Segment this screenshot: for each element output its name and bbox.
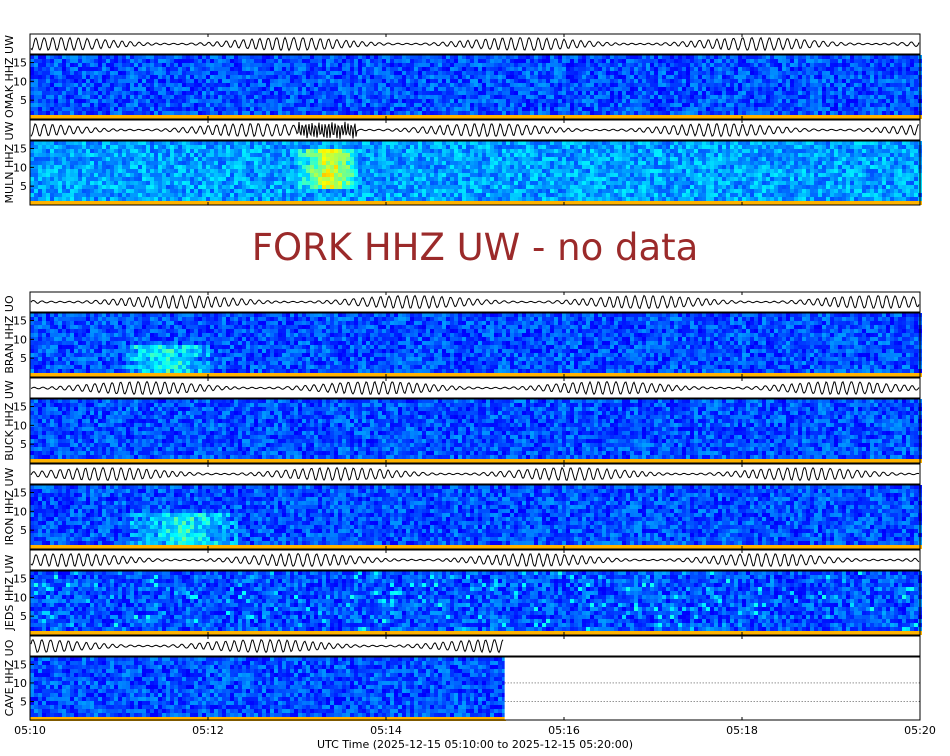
x-tick-label: 05:14 bbox=[370, 724, 402, 737]
x-tick-label: 05:10 bbox=[14, 724, 46, 737]
spectrogram-cells bbox=[30, 657, 506, 721]
station-label: MULN HHZ UW bbox=[3, 121, 16, 203]
waveform-frame bbox=[30, 636, 920, 656]
spectrogram-cells bbox=[30, 399, 922, 463]
x-axis-label: UTC Time (2025-12-15 05:10:00 to 2025-12… bbox=[317, 738, 633, 751]
y-tick-label: 5 bbox=[20, 352, 27, 365]
x-tick-label: 05:18 bbox=[726, 724, 758, 737]
station-label: IRON HHZ UW bbox=[3, 467, 16, 545]
y-tick-label: 5 bbox=[20, 180, 27, 193]
spectrogram-cells bbox=[30, 141, 922, 205]
spectrogram-cells bbox=[30, 571, 922, 635]
spectrogram-cells bbox=[30, 55, 922, 119]
station-label: OMAK HHZ UW bbox=[3, 35, 16, 118]
y-tick-label: 5 bbox=[20, 438, 27, 451]
y-tick-label: 5 bbox=[20, 524, 27, 537]
station-label: BRAN HHZ UO bbox=[3, 295, 16, 374]
missing-data-area bbox=[505, 657, 920, 720]
x-axis: 05:10 05:12 05:14 05:16 05:18 05:20 bbox=[14, 724, 936, 737]
station-label: JEDS HHZ UW bbox=[3, 555, 16, 632]
x-tick-label: 05:20 bbox=[904, 724, 936, 737]
spectrogram-cells bbox=[30, 313, 922, 377]
y-tick-label: 5 bbox=[20, 94, 27, 107]
x-tick-label: 05:12 bbox=[192, 724, 224, 737]
station-label: CAVE HHZ UO bbox=[3, 639, 16, 716]
no-data-message: FORK HHZ UW - no data bbox=[252, 226, 699, 269]
station-label: BUCK HHZ UW bbox=[3, 380, 16, 461]
y-tick-label: 5 bbox=[20, 610, 27, 623]
spectrogram-cells bbox=[30, 485, 922, 549]
y-tick-label: 5 bbox=[20, 695, 27, 708]
waveform-frame bbox=[30, 464, 920, 484]
x-tick-label: 05:16 bbox=[548, 724, 580, 737]
